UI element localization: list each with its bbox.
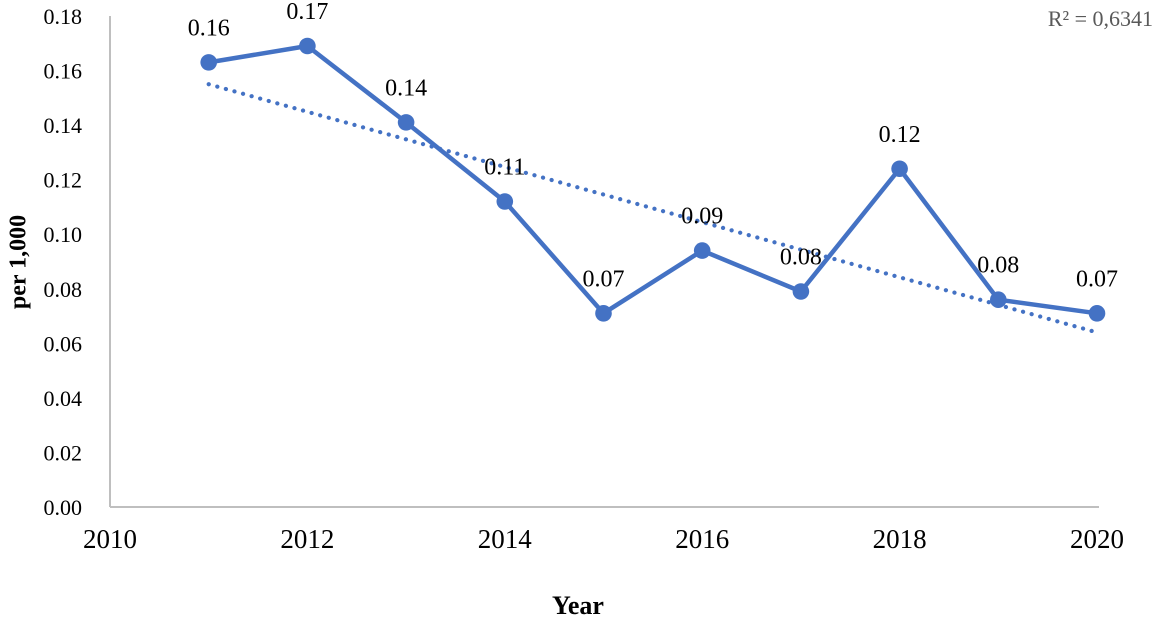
- trend-line: [206, 82, 1100, 335]
- y-tick-label: 0.08: [44, 277, 83, 302]
- y-tick-label: 0.14: [44, 113, 83, 138]
- data-point: [595, 305, 612, 322]
- y-tick-label: 0.12: [44, 168, 83, 193]
- y-tick-label: 0.04: [44, 386, 83, 411]
- y-tick-label: 0.00: [44, 495, 83, 520]
- x-tick-label: 2018: [873, 524, 927, 554]
- data-point-label: 0.08: [780, 245, 822, 271]
- data-point: [792, 283, 810, 300]
- x-axis-title: Year: [552, 591, 604, 620]
- data-point: [299, 37, 316, 55]
- data-point: [496, 193, 514, 210]
- data-point: [200, 54, 217, 71]
- y-tick-label: 0.10: [44, 222, 83, 247]
- data-point: [990, 291, 1007, 308]
- data-series-line: [206, 43, 1100, 316]
- data-point: [891, 160, 908, 178]
- data-point: [693, 242, 711, 259]
- data-point-label: 0.07: [583, 266, 625, 292]
- data-point-label: 0.14: [385, 75, 427, 101]
- y-axis-title: per 1,000: [5, 214, 32, 310]
- data-point: [397, 114, 415, 131]
- data-point-label: 0.11: [484, 154, 525, 180]
- x-tick-label: 2012: [280, 524, 334, 554]
- data-point-label: 0.09: [681, 204, 723, 230]
- y-tick-label: 0.18: [44, 4, 83, 29]
- r-squared-label: R² = 0,6341: [1047, 6, 1153, 31]
- data-point: [1088, 305, 1106, 322]
- data-point-label: 0.08: [977, 253, 1019, 279]
- x-tick-label: 2016: [675, 524, 729, 554]
- y-tick-label: 0.06: [44, 331, 83, 356]
- x-tick-label: 2020: [1070, 524, 1124, 554]
- x-tick-label: 2010: [83, 524, 137, 554]
- y-tick-label: 0.02: [44, 440, 83, 465]
- x-tick-label: 2014: [478, 524, 533, 554]
- data-point-label: 0.16: [188, 15, 230, 41]
- data-point-label: 0.12: [879, 122, 921, 148]
- data-point-label: 0.17: [286, 0, 328, 25]
- y-tick-label: 0.16: [44, 59, 83, 84]
- data-point-label: 0.07: [1076, 266, 1118, 292]
